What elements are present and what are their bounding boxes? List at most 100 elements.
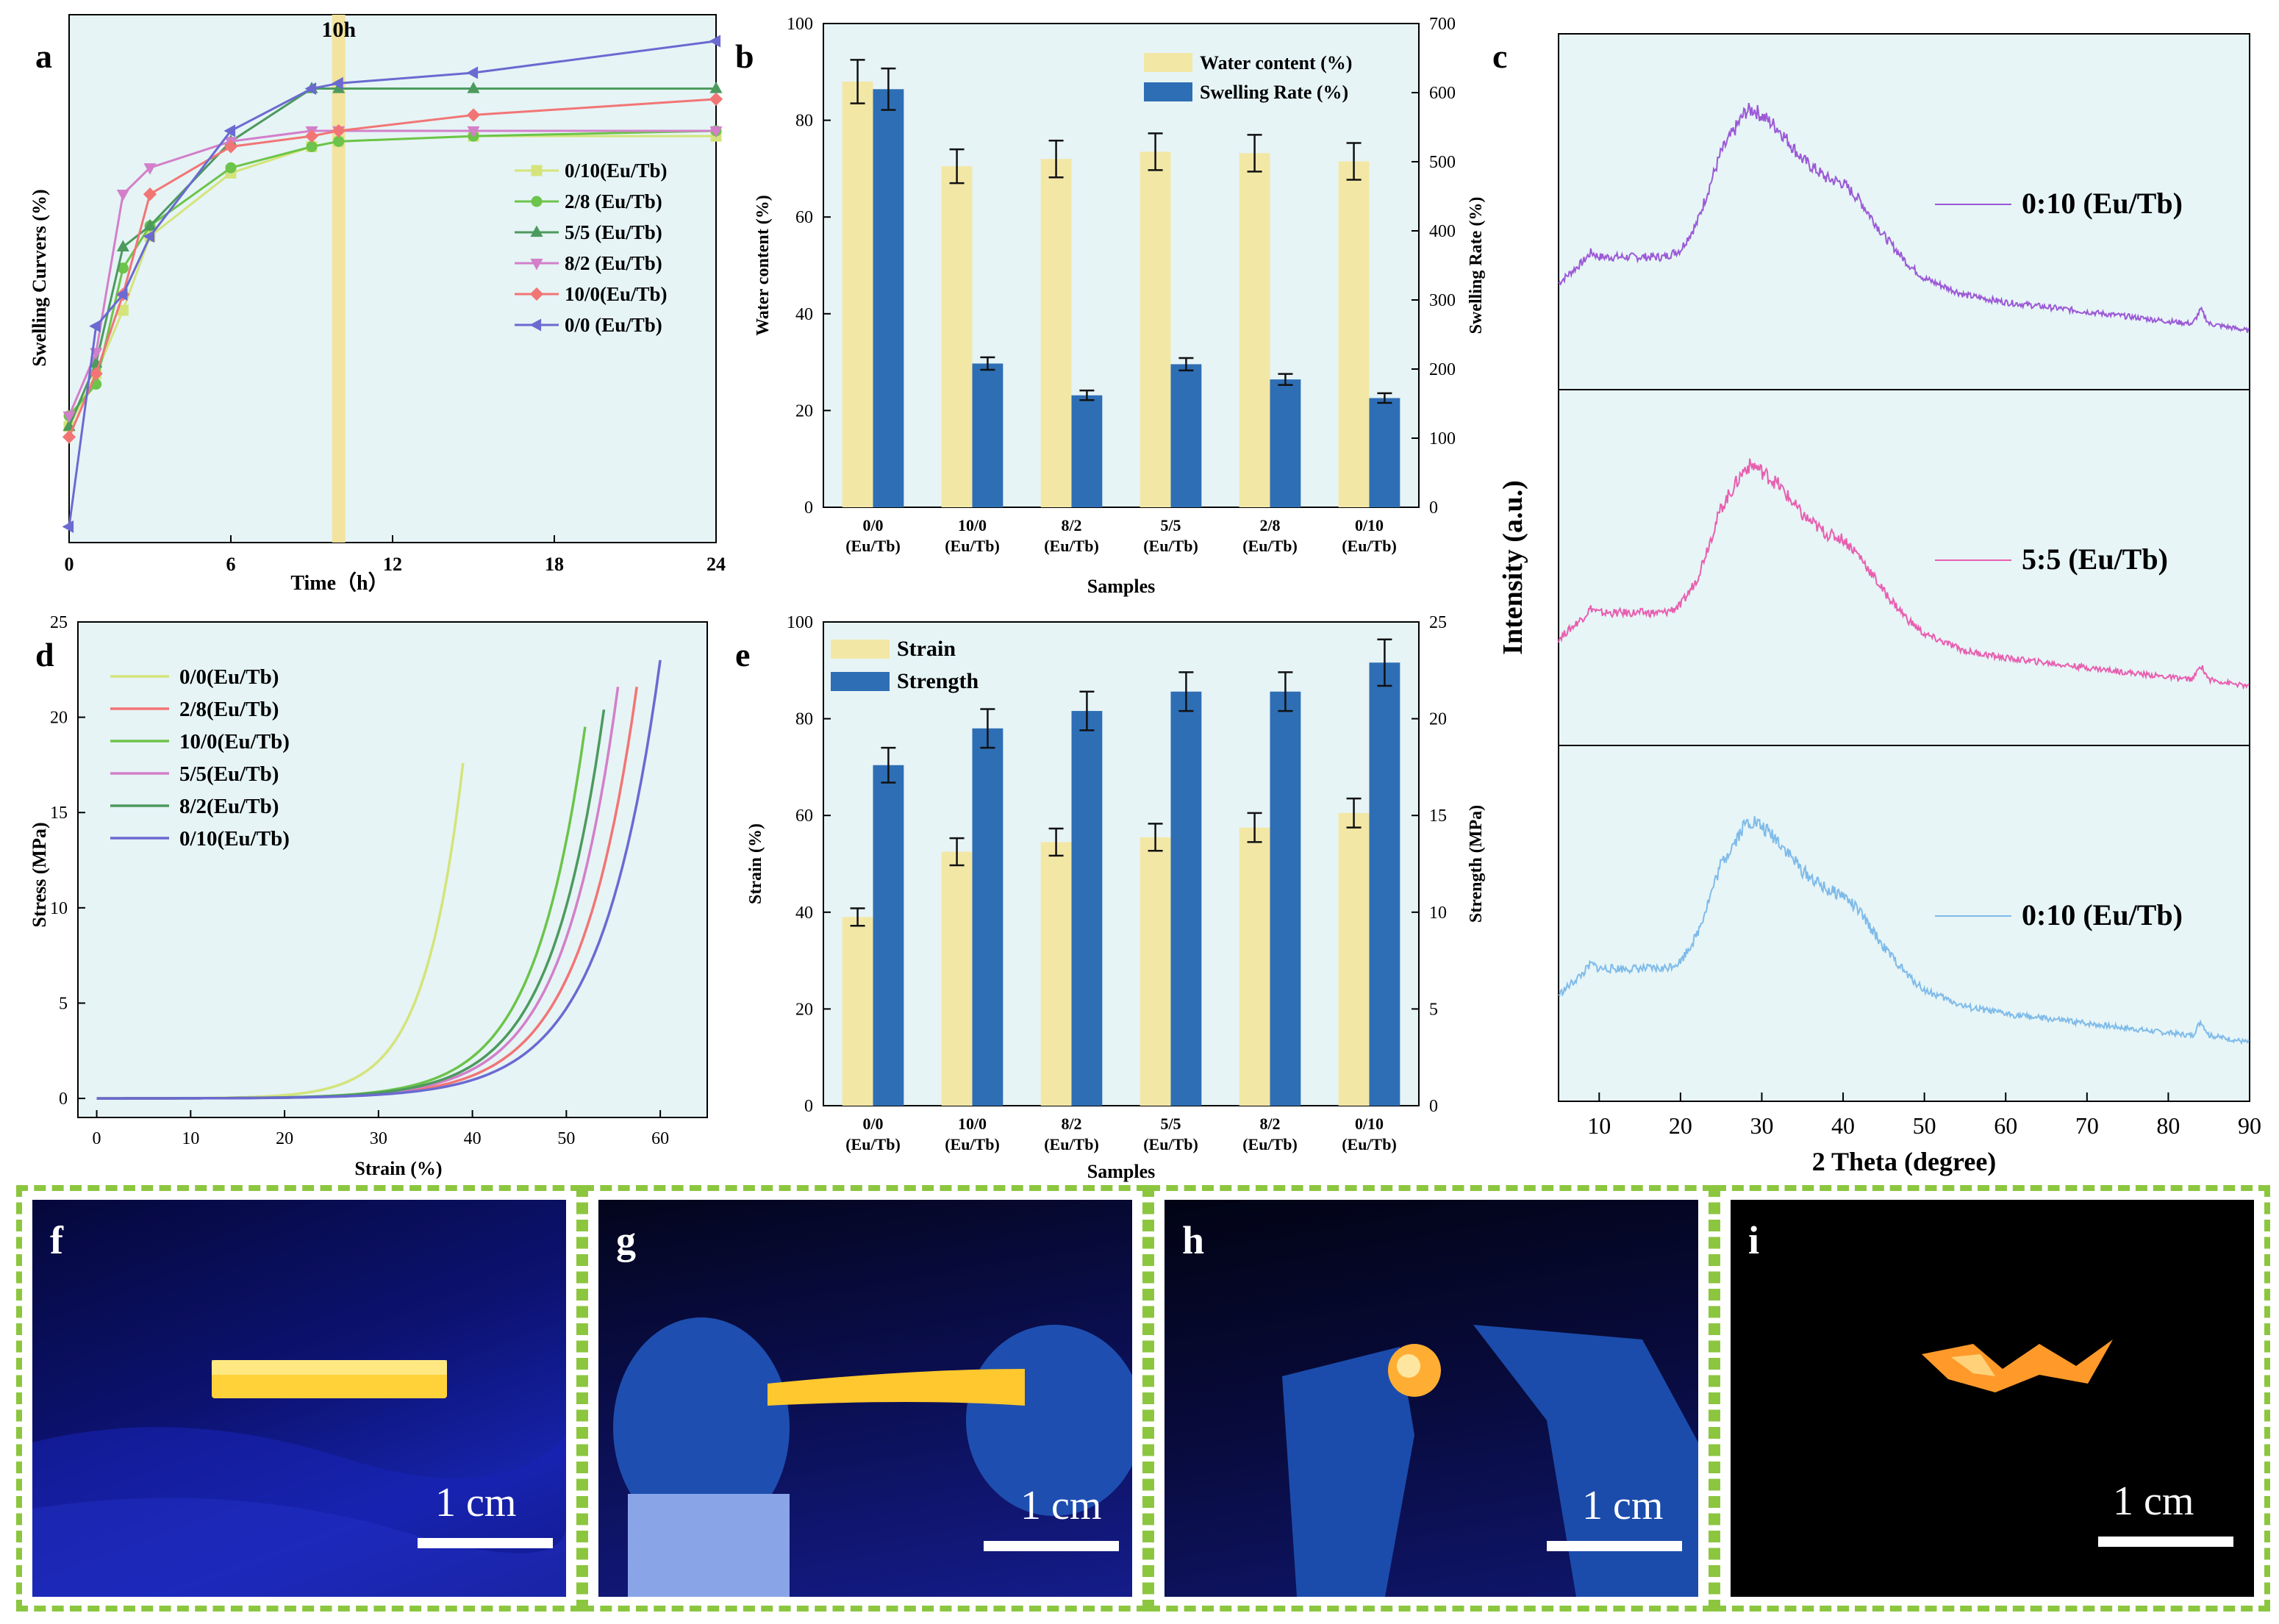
bar-e (1338, 812, 1370, 1106)
panel-label-f: f (50, 1218, 63, 1262)
scale-bar-f (418, 1538, 553, 1548)
y-tick-d: 20 (50, 709, 68, 728)
bar-b (1369, 398, 1400, 507)
panel-label-d: d (35, 636, 54, 673)
x-axis-label-a: Time（h） (290, 570, 388, 595)
x-tick-sub-b: (Eu/Tb) (945, 537, 1000, 555)
y-tick-b: 60 (795, 208, 813, 227)
y2-tick-b: 600 (1429, 84, 1456, 103)
x-tick-a: 12 (383, 554, 402, 575)
xrd-trace (1558, 816, 2250, 1045)
xrd-trace (1558, 458, 2250, 690)
legend-label-e: Strength (897, 669, 978, 693)
panel-label-e: e (735, 636, 750, 673)
legend-marker-a (531, 196, 543, 207)
legend-label-a: 0/10(Eu/Tb) (565, 160, 668, 182)
data-point-a (143, 163, 157, 175)
y-tick-e: 20 (795, 1000, 813, 1019)
bar-b (1140, 151, 1171, 507)
y-tick-e: 60 (795, 806, 813, 826)
x-tick-sub-e: (Eu/Tb) (1242, 1135, 1298, 1153)
y-tick-b: 80 (795, 112, 813, 131)
legend-swatch-b (1144, 53, 1192, 72)
y2-tick-b: 700 (1429, 15, 1456, 34)
x-tick-c: 90 (2238, 1112, 2261, 1139)
legend-swatch-e (831, 672, 890, 691)
panel-label-h: h (1182, 1218, 1205, 1262)
x-tick-sub-b: (Eu/Tb) (1044, 537, 1099, 555)
y-tick-d: 5 (59, 994, 68, 1013)
x-tick-c: 70 (2075, 1112, 2099, 1139)
gel-twisted (1922, 1339, 2113, 1392)
y-tick-b: 20 (795, 401, 813, 421)
y-axis-label-c: Intensity (a.u.) (1498, 480, 1528, 655)
x-tick-sub-e: (Eu/Tb) (845, 1135, 901, 1153)
legend-marker-a (531, 165, 543, 176)
panel-a-swelling-curves: 0 6 12 18 24 a 10h Time（h） Swelling Curvers … (29, 14, 726, 595)
legend-label-e: Strain (897, 637, 956, 661)
scale-bar-g (984, 1541, 1119, 1551)
panel-b-water-swelling: 0 20 40 60 80 100 0 100 200 300 400 500 600 700 0/0 (Eu… (735, 15, 1486, 597)
x-tick-b: 0/0 (862, 516, 883, 534)
y-tick-b: 40 (795, 305, 813, 324)
x-tick-c: 80 (2156, 1112, 2180, 1139)
legend-label-c: 0:10 (Eu/Tb) (2022, 187, 2183, 220)
legend-label-a: 0/0 (Eu/Tb) (565, 314, 662, 336)
y-tick-d: 10 (50, 899, 68, 918)
y-tick-e: 80 (795, 710, 813, 729)
y2-tick-b: 500 (1429, 153, 1456, 172)
y-tick-d: 15 (50, 804, 68, 823)
bar-b (1040, 159, 1072, 508)
bar-e (1140, 837, 1171, 1106)
x-tick-sub-b: (Eu/Tb) (1143, 537, 1198, 555)
legend-label-a: 5/5 (Eu/Tb) (565, 221, 662, 243)
y-tick-e: 0 (804, 1097, 813, 1116)
x-tick-e: 0/0 (862, 1115, 883, 1133)
data-point-a (143, 230, 155, 243)
x-tick-b: 5/5 (1160, 516, 1181, 534)
y2-tick-b: 200 (1429, 360, 1456, 379)
gel-strip-flat (32, 1360, 566, 1597)
legend-swatch-e (831, 640, 890, 659)
bar-b (1071, 395, 1103, 507)
legend-label-d: 0/10(Eu/Tb) (179, 827, 290, 851)
x-tick-b: 0/10 (1355, 516, 1384, 534)
x-tick-b: 10/0 (958, 516, 987, 534)
panel-label-c: c (1492, 37, 1507, 75)
panel-label-i: i (1748, 1218, 1760, 1262)
y-axis-label-d: Stress (MPa) (29, 822, 50, 927)
x-tick-sub-e: (Eu/Tb) (1044, 1135, 1099, 1153)
bar-b (1270, 379, 1301, 507)
bar-e (873, 765, 904, 1106)
x-tick-c: 20 (1669, 1112, 1692, 1139)
photo-frame-h (1148, 1185, 1714, 1612)
y2-axis-label-e: Strength (MPa) (1467, 805, 1486, 923)
x-tick-d: 30 (370, 1129, 387, 1148)
y2-tick-e: 15 (1429, 806, 1447, 826)
x-tick-sub-b: (Eu/Tb) (1342, 537, 1397, 555)
x-axis-label-e: Samples (1087, 1161, 1155, 1182)
data-point-a (143, 187, 157, 201)
stress-strain-curve (96, 659, 662, 1100)
gel-strip-stretched (613, 1317, 1132, 1597)
data-point-a (116, 240, 129, 252)
photo-h: h 1 cm (1164, 1200, 1698, 1597)
y2-tick-b: 400 (1429, 222, 1456, 241)
y-tick-b: 100 (787, 15, 813, 34)
x-tick-c: 40 (1831, 1112, 1855, 1139)
data-point-a (62, 520, 74, 534)
data-point-a (115, 287, 128, 301)
legend-label-a: 10/0(Eu/Tb) (565, 283, 668, 305)
data-point-a (709, 35, 721, 48)
y-tick-d: 0 (59, 1090, 68, 1109)
y2-axis-label-b: Swelling Rate (%) (1467, 197, 1486, 335)
legend-label-b: Water content (%) (1200, 52, 1352, 74)
x-tick-sub-e: (Eu/Tb) (1342, 1135, 1397, 1153)
x-tick-c: 30 (1750, 1112, 1773, 1139)
legend-label-d: 10/0(Eu/Tb) (179, 730, 290, 754)
x-tick-d: 20 (276, 1129, 293, 1148)
xrd-trace (1558, 102, 2250, 333)
x-tick-c: 10 (1587, 1112, 1611, 1139)
legend-label-a: 2/8 (Eu/Tb) (565, 190, 662, 212)
y2-tick-e: 10 (1429, 904, 1447, 923)
